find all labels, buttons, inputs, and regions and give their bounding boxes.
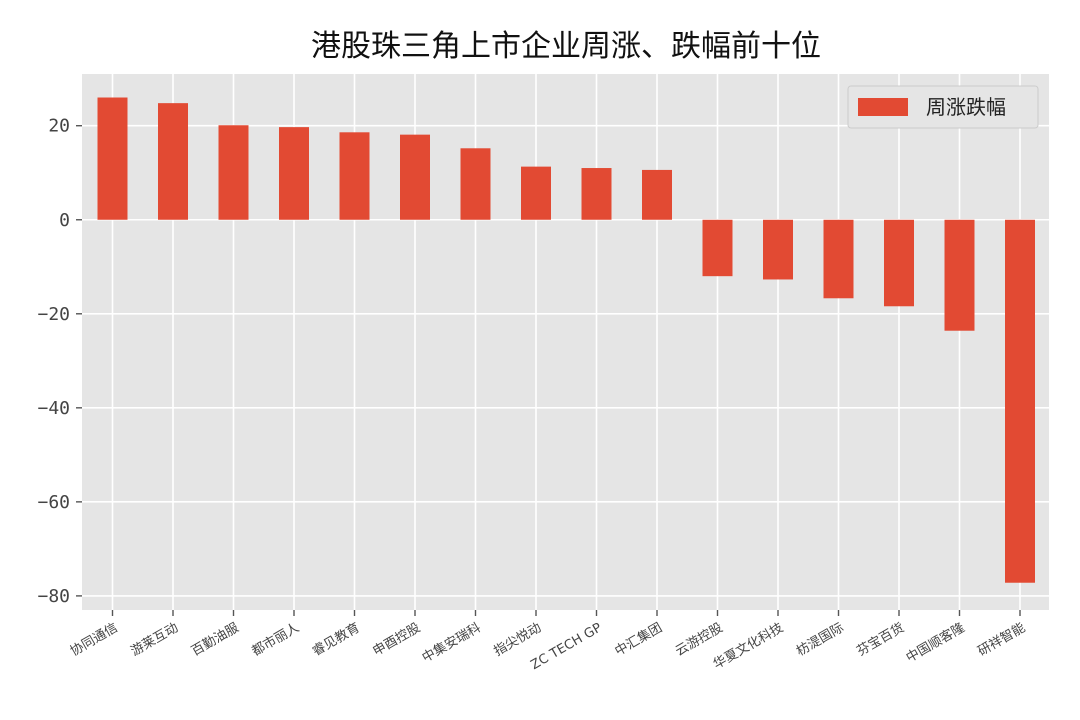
bar xyxy=(158,103,188,220)
bar xyxy=(218,125,249,220)
x-tick-label: 研祥智能 xyxy=(975,620,1028,659)
legend-box xyxy=(847,85,1039,129)
x-tick-label: 芬宝百货 xyxy=(854,620,907,660)
x-tick-label: 睿见教育 xyxy=(309,620,362,660)
chart-title: 港股珠三角上市企业周涨、跌幅前十位 xyxy=(311,29,821,64)
x-tick-label: 云游控股 xyxy=(673,620,726,659)
bar xyxy=(642,169,672,220)
bar xyxy=(400,134,430,220)
bar xyxy=(339,132,370,220)
y-tick-label: 0 xyxy=(59,210,70,231)
bar xyxy=(1005,219,1035,583)
y-tick-label: −60 xyxy=(37,492,70,513)
x-tick-label: 百勤油服 xyxy=(189,620,242,659)
bars xyxy=(97,97,1035,583)
x-tick-label: 协同通信 xyxy=(68,620,121,659)
y-tick-label: −40 xyxy=(37,398,70,419)
y-tick-label: −20 xyxy=(37,304,70,325)
x-tick-label: 申酉控股 xyxy=(370,620,423,659)
legend: 周涨跌幅 xyxy=(847,85,1039,129)
x-tick-label: 枋湜国际 xyxy=(793,620,846,660)
bar xyxy=(279,127,309,220)
x-tick-label: 中汇集团 xyxy=(612,620,665,660)
x-tick-label: 中集安瑞科 xyxy=(419,620,483,666)
y-tick-label: −80 xyxy=(37,586,70,607)
bar xyxy=(763,219,793,280)
x-tick-label: 游莱互动 xyxy=(128,620,181,659)
bar xyxy=(944,219,975,331)
y-tick-label: 20 xyxy=(48,116,70,137)
bar xyxy=(97,97,128,220)
legend-label: 周涨跌幅 xyxy=(926,95,1006,119)
bar xyxy=(823,219,854,299)
bar xyxy=(884,219,914,307)
x-tick-label: 中国顺客隆 xyxy=(903,620,967,666)
x-tick-label: 都市丽人 xyxy=(249,620,302,660)
x-tick-label: 指尖悦动 xyxy=(491,620,544,659)
bar xyxy=(702,219,733,277)
bar xyxy=(460,148,491,220)
bar xyxy=(521,166,551,220)
y-axis-ticks: 20 0 −20 −40 −60 −80 xyxy=(37,116,82,607)
legend-swatch xyxy=(858,98,908,116)
bar xyxy=(581,168,612,220)
